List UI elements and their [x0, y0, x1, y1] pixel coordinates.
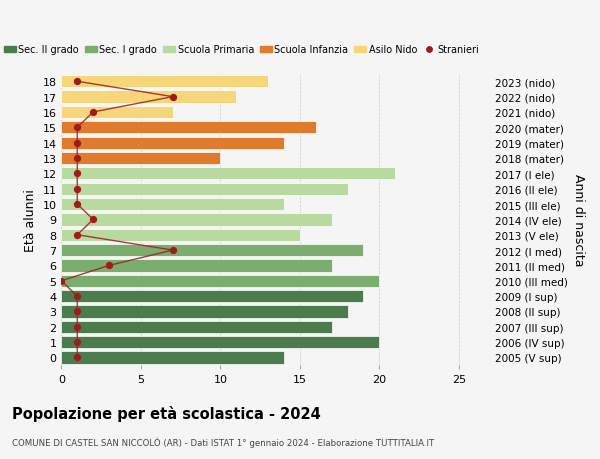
Point: [73, 339, 82, 346]
Point: [104, 262, 114, 269]
Bar: [61, 122, 316, 134]
Bar: [61, 306, 347, 318]
Bar: [61, 214, 332, 226]
Bar: [61, 76, 268, 88]
Text: COMUNE DI CASTEL SAN NICCOLÒ (AR) - Dati ISTAT 1° gennaio 2024 - Elaborazione TU: COMUNE DI CASTEL SAN NICCOLÒ (AR) - Dati…: [12, 437, 434, 447]
Bar: [61, 198, 284, 211]
Point: [73, 308, 82, 315]
Bar: [61, 106, 173, 119]
Y-axis label: Età alunni: Età alunni: [24, 189, 37, 251]
Bar: [61, 229, 300, 241]
Point: [73, 78, 82, 86]
Y-axis label: Anni di nascita: Anni di nascita: [572, 174, 585, 266]
Point: [168, 94, 178, 101]
Bar: [61, 260, 332, 272]
Point: [88, 109, 98, 117]
Bar: [61, 183, 347, 196]
Point: [73, 170, 82, 178]
Point: [168, 247, 178, 254]
Point: [73, 201, 82, 208]
Bar: [61, 137, 284, 150]
Bar: [61, 336, 379, 348]
Point: [73, 185, 82, 193]
Bar: [61, 352, 284, 364]
Text: Popolazione per età scolastica - 2024: Popolazione per età scolastica - 2024: [12, 405, 321, 421]
Point: [73, 155, 82, 162]
Point: [88, 216, 98, 224]
Bar: [61, 291, 364, 302]
Bar: [61, 275, 379, 287]
Point: [56, 278, 66, 285]
Bar: [61, 244, 364, 257]
Point: [73, 354, 82, 361]
Point: [73, 124, 82, 132]
Bar: [61, 152, 220, 165]
Point: [73, 231, 82, 239]
Bar: [61, 168, 395, 180]
Legend: Sec. II grado, Sec. I grado, Scuola Primaria, Scuola Infanzia, Asilo Nido, Stran: Sec. II grado, Sec. I grado, Scuola Prim…: [0, 41, 483, 59]
Point: [73, 293, 82, 300]
Bar: [61, 91, 236, 104]
Point: [73, 140, 82, 147]
Point: [73, 324, 82, 331]
Bar: [61, 321, 332, 333]
